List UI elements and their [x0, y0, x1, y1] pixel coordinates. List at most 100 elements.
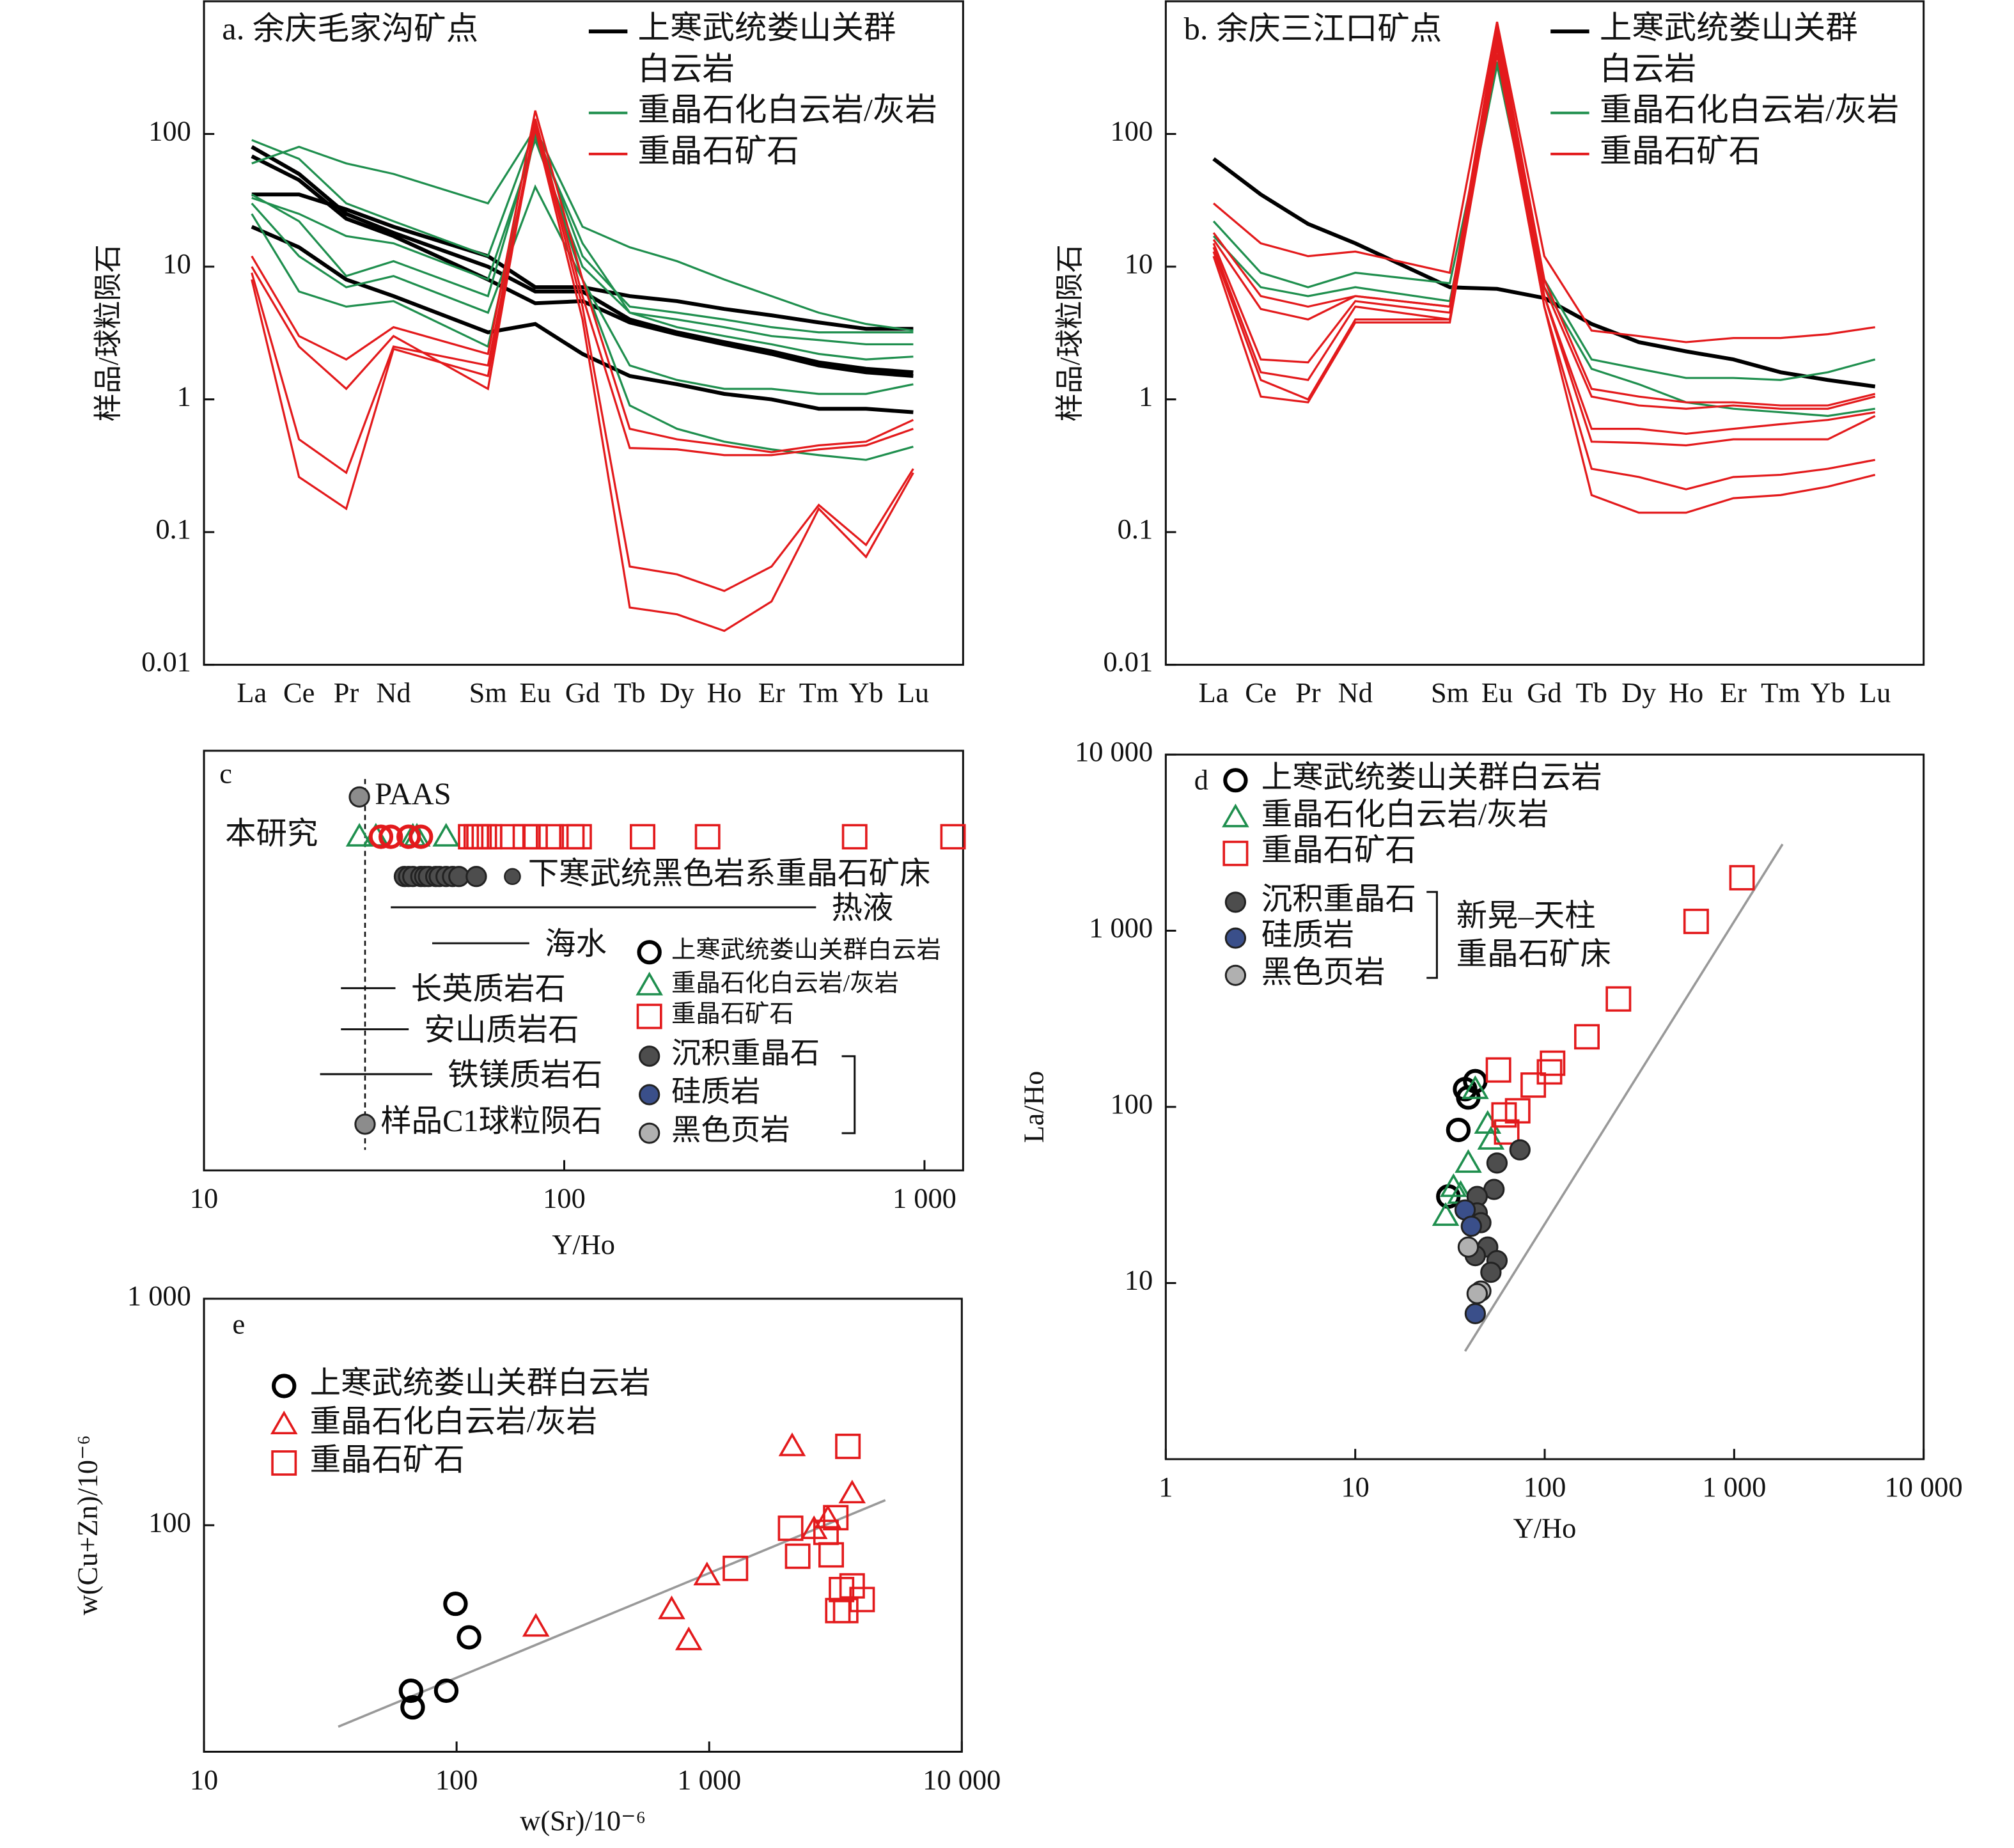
x-tick-label: 100: [435, 1764, 478, 1796]
x-axis-label: w(Sr)/10⁻⁶: [520, 1805, 646, 1836]
circle-marker: [398, 1678, 424, 1703]
triangle-marker: [522, 1613, 550, 1637]
y-tick-label: 100: [1111, 116, 1153, 147]
triangle-marker: [345, 822, 373, 847]
series-line: [1212, 26, 1876, 407]
plot-frame: [1164, 0, 1925, 666]
legend-label: 上寒武统娄山关群白云岩: [671, 936, 941, 964]
row-icon: [504, 868, 521, 885]
square-marker: [630, 824, 656, 850]
y-tick-label: 1 000: [1089, 912, 1153, 944]
triangle-marker: [675, 1626, 703, 1650]
y-tick-label: 10: [162, 248, 191, 279]
square-marker: [849, 1586, 875, 1613]
filled-circle-marker: [1486, 1152, 1508, 1174]
legend-item: 重晶石矿石: [588, 132, 976, 173]
square-marker: [785, 1543, 811, 1569]
legend-item: 重晶石化白云岩/灰岩: [588, 91, 976, 132]
plot-frame: [203, 749, 964, 1171]
series-line: [251, 130, 914, 395]
x-tick-label: 10: [1341, 1471, 1369, 1503]
x-tick-label: 1 000: [893, 1183, 956, 1214]
series-line: [251, 110, 914, 453]
series-line: [1213, 21, 1875, 343]
x-tick-label: Nd: [1338, 677, 1373, 709]
legend-label: 上寒武统娄山关群白云岩: [1261, 760, 1602, 794]
legend-label: 上寒武统娄山关群白云岩: [310, 1366, 651, 1400]
series-line: [251, 126, 914, 334]
row-label: 本研究: [225, 817, 318, 851]
series-line: [1212, 30, 1876, 410]
chart-title: a. 余庆毛家沟矿点: [222, 11, 478, 47]
square-marker: [1574, 1024, 1600, 1050]
legend-label: 重晶石化白云岩/灰岩: [671, 970, 899, 997]
filled-circle-marker: [1460, 1216, 1482, 1237]
square-marker: [1729, 865, 1755, 891]
series-line: [251, 125, 914, 332]
circle-marker: [1463, 1069, 1488, 1093]
legend-swatch: [588, 152, 628, 155]
x-tick-label: Yb: [848, 677, 883, 709]
x-tick-label: Sm: [469, 677, 507, 709]
filled-circle-marker: [639, 1122, 660, 1144]
x-tick-label: Tb: [614, 677, 645, 709]
circle-marker: [443, 1592, 468, 1617]
square-marker: [1485, 1057, 1511, 1083]
legend-label: 重晶石矿石: [671, 1000, 794, 1028]
filled-circle-marker: [1480, 1262, 1502, 1283]
y-tick-label: 100: [1111, 1088, 1153, 1120]
triangle-marker: [432, 822, 460, 847]
triangle-marker: [1455, 1149, 1482, 1173]
filled-circle-marker: [1224, 891, 1247, 913]
series-line: [1212, 157, 1876, 389]
square-marker: [835, 1434, 861, 1459]
x-tick-label: 1 000: [677, 1764, 741, 1796]
square-marker: [1605, 986, 1632, 1012]
triangle-marker: [838, 1480, 866, 1504]
x-tick-label: Eu: [520, 677, 551, 709]
x-tick-label: Er: [1720, 677, 1747, 709]
square-marker: [1504, 1098, 1531, 1124]
legend-label: 硅质岩: [1261, 918, 1354, 952]
series-line: [1212, 47, 1876, 490]
legend-swatch: [1550, 152, 1589, 155]
circle-marker: [409, 824, 433, 849]
triangle-marker: [693, 1562, 721, 1586]
x-tick-label: Yb: [1811, 677, 1845, 709]
legend-label: 硅质岩: [671, 1076, 760, 1109]
x-axis-label: Y/Ho: [1513, 1513, 1577, 1544]
square-marker: [694, 824, 721, 850]
series-line: [251, 128, 914, 632]
row-label: PAAS: [375, 778, 451, 811]
series-line: [251, 154, 914, 379]
filled-circle-marker: [1224, 964, 1247, 986]
square-marker: [940, 824, 966, 850]
y-tick-label: 10: [1125, 248, 1153, 279]
square-marker: [1520, 1072, 1547, 1098]
x-tick-label: Pr: [334, 677, 359, 709]
legend-item: 重晶石矿石: [1550, 132, 1938, 173]
series-line: [1212, 41, 1876, 447]
legend-swatch: [588, 29, 628, 34]
row-label: 安山质岩石: [424, 1014, 579, 1047]
filled-circle-marker: [1509, 1139, 1531, 1161]
legend-label: 重晶石矿石: [1261, 834, 1416, 868]
trend-line: [1464, 843, 1784, 1352]
x-tick-label: Lu: [898, 677, 929, 709]
x-tick-label: La: [1199, 677, 1229, 709]
x-tick-label: Ho: [1669, 677, 1703, 709]
row-label: 海水: [545, 927, 607, 961]
filled-circle-marker: [1224, 927, 1247, 949]
square-marker: [636, 1003, 662, 1030]
triangle-marker: [658, 1595, 685, 1620]
x-tick-label: Gd: [565, 677, 600, 709]
filled-circle-marker: [465, 866, 487, 888]
series-line: [1212, 61, 1876, 381]
square-marker: [566, 824, 592, 850]
x-tick-label: Gd: [1527, 677, 1561, 709]
legend-box: 上寒武统娄山关群白云岩 重晶石化白云岩/灰岩 重晶石矿石: [588, 9, 976, 173]
legend-label: 黑色页岩: [671, 1115, 790, 1147]
legend-label: 重晶石矿石: [637, 134, 799, 169]
